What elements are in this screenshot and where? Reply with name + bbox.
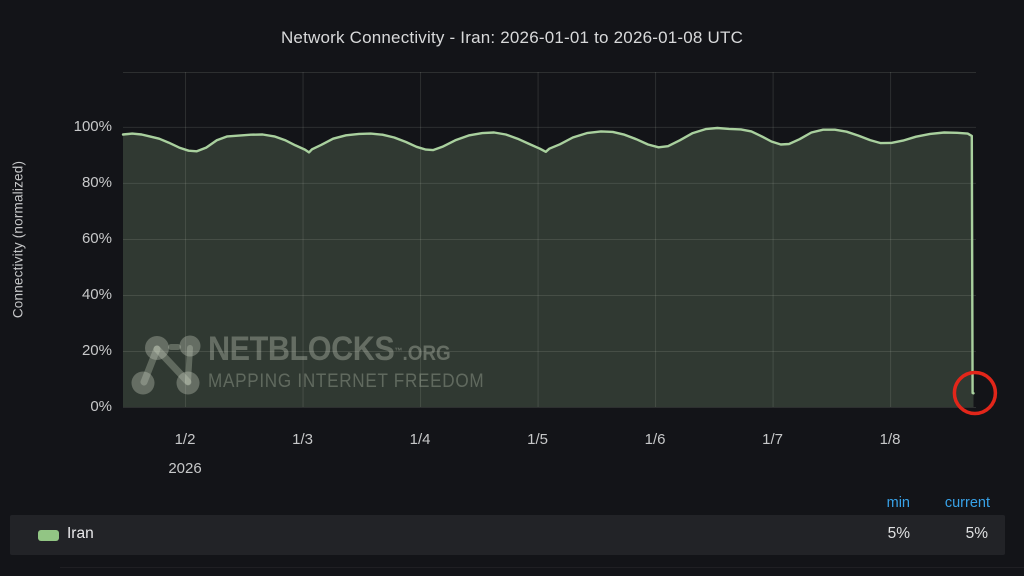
- series-label[interactable]: Iran: [67, 525, 94, 542]
- gridlines: [123, 72, 976, 408]
- x-tick-1/7: 1/7: [762, 431, 783, 448]
- y-tick-20%: 20%: [81, 341, 112, 359]
- x-tick-1/3: 1/3: [292, 431, 313, 448]
- watermark-netblocks: NETBLOCKS: [208, 330, 395, 368]
- legend-current-value: 5%: [965, 525, 988, 542]
- y-tick-100%: 100%: [73, 117, 112, 135]
- netblocks-watermark: NETBLOCKS™.ORG MAPPING INTERNET FREEDOM: [131, 332, 515, 404]
- watermark-org: .ORG: [402, 342, 451, 365]
- iran-series-line: [121, 126, 975, 395]
- panel-title: Network Connectivity - Iran: 2026-01-01 …: [280, 28, 744, 47]
- trademark-symbol: ™: [394, 346, 403, 356]
- watermark-tagline: MAPPING INTERNET FREEDOM: [208, 371, 485, 392]
- legend-row[interactable]: Iran 5% 5%: [10, 515, 1005, 555]
- outage-highlight-circle: [952, 370, 998, 416]
- iran-series-area: [123, 128, 974, 407]
- y-tick-40%: 40%: [81, 285, 112, 303]
- netblocks-logo-icon: [131, 335, 201, 395]
- legend-min-value: 5%: [887, 525, 910, 542]
- x-tick-1/6: 1/6: [644, 431, 666, 448]
- x-tick-1/2: 1/2: [174, 431, 196, 448]
- x-axis-year-label: 2026: [168, 460, 202, 477]
- legend-header: min current: [0, 495, 1024, 513]
- panel-bottom-divider: [60, 567, 1024, 568]
- x-tick-1/4: 1/4: [409, 431, 431, 448]
- watermark-brand: NETBLOCKS™.ORG: [208, 332, 484, 371]
- legend-column-min[interactable]: min: [886, 495, 910, 511]
- legend-column-current[interactable]: current: [944, 495, 990, 511]
- series-color-swatch: [38, 530, 59, 541]
- y-tick-60%: 60%: [81, 229, 112, 247]
- x-tick-1/5: 1/5: [527, 431, 548, 448]
- y-tick-0%: 0%: [90, 398, 112, 415]
- x-tick-1/8: 1/8: [879, 431, 901, 448]
- y-tick-80%: 80%: [81, 173, 112, 191]
